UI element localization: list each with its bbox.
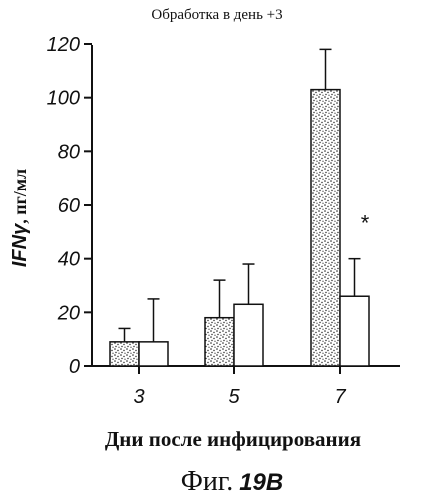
- y-tick-label: 20: [57, 302, 80, 324]
- svg-text:IFNγ, пг/мл: IFNγ, пг/мл: [9, 169, 31, 267]
- bar-white-day-7: [340, 296, 369, 366]
- x-ticks: 3 5 7: [133, 366, 346, 408]
- x-axis-title: Дни после инфицирования: [105, 427, 361, 451]
- bar-white-day-5: [234, 304, 263, 366]
- annotations: *: [361, 211, 370, 236]
- figure-caption-prefix: Фиг.: [181, 466, 233, 497]
- y-tick-label: 60: [58, 195, 80, 217]
- bar-stippled-day-5: [205, 318, 234, 366]
- y-ticks: 0 20 40 60 80 100 120: [47, 34, 92, 378]
- bars: [110, 90, 369, 366]
- bar-stippled-day-7: [311, 90, 340, 366]
- x-tick-label: 3: [133, 386, 144, 408]
- figure-caption-number: 19В: [239, 469, 283, 496]
- chart-subtitle: Обработка в день +3: [151, 7, 282, 23]
- figure-caption: Фиг.19В: [181, 466, 283, 497]
- y-tick-label: 100: [47, 88, 80, 110]
- x-tick-label: 7: [334, 386, 346, 408]
- significance-asterisk: *: [361, 211, 370, 236]
- bar-stippled-day-3: [110, 342, 139, 366]
- y-axis-title-unit: , пг/мл: [10, 169, 30, 224]
- x-tick-label: 5: [228, 386, 240, 408]
- bar-white-day-3: [139, 342, 168, 366]
- y-tick-label: 40: [58, 249, 80, 271]
- y-tick-label: 80: [58, 141, 80, 163]
- y-tick-label: 120: [47, 34, 80, 56]
- y-axis-title-main: IFNγ: [9, 222, 31, 267]
- y-axis-title: IFNγ, пг/мл: [9, 169, 31, 267]
- y-tick-label: 0: [69, 356, 80, 378]
